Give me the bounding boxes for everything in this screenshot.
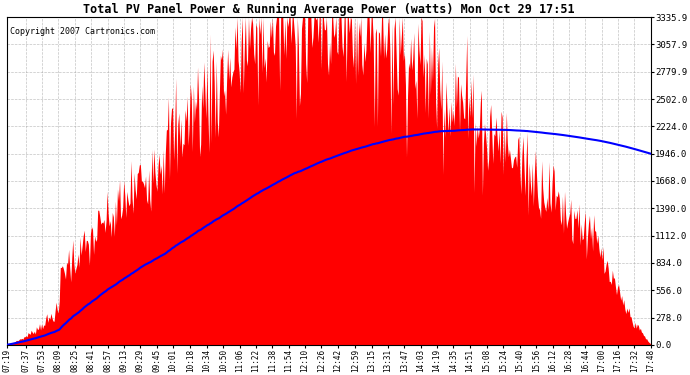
Title: Total PV Panel Power & Running Average Power (watts) Mon Oct 29 17:51: Total PV Panel Power & Running Average P…	[83, 3, 575, 16]
Text: Copyright 2007 Cartronics.com: Copyright 2007 Cartronics.com	[10, 27, 155, 36]
